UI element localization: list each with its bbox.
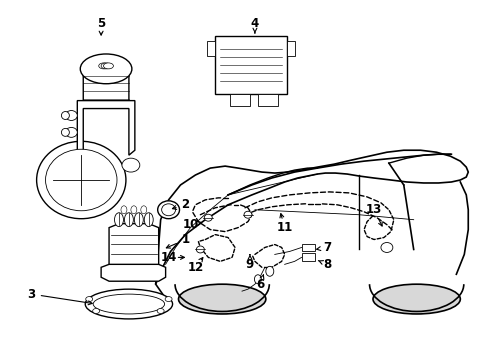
Ellipse shape: [373, 284, 460, 314]
Text: 8: 8: [323, 258, 331, 271]
Text: 14: 14: [160, 251, 177, 264]
Ellipse shape: [86, 297, 93, 302]
Ellipse shape: [157, 309, 164, 314]
Ellipse shape: [115, 213, 123, 227]
Ellipse shape: [103, 63, 113, 69]
Ellipse shape: [65, 127, 77, 137]
Text: 4: 4: [251, 17, 259, 30]
FancyBboxPatch shape: [215, 36, 287, 94]
Text: 12: 12: [187, 261, 203, 274]
FancyBboxPatch shape: [287, 41, 294, 56]
Ellipse shape: [99, 63, 109, 69]
Ellipse shape: [85, 289, 172, 319]
Ellipse shape: [131, 206, 137, 214]
Ellipse shape: [158, 201, 179, 219]
FancyBboxPatch shape: [230, 94, 250, 105]
Text: 13: 13: [366, 203, 382, 216]
Ellipse shape: [204, 214, 212, 221]
Ellipse shape: [254, 275, 261, 284]
Ellipse shape: [65, 111, 77, 121]
Text: 7: 7: [323, 241, 331, 254]
Text: 9: 9: [246, 258, 254, 271]
Ellipse shape: [266, 266, 274, 276]
FancyBboxPatch shape: [207, 41, 215, 56]
Ellipse shape: [141, 206, 147, 214]
Text: 5: 5: [97, 17, 105, 30]
Text: 1: 1: [181, 233, 190, 246]
Ellipse shape: [101, 63, 111, 69]
FancyBboxPatch shape: [301, 253, 316, 261]
Polygon shape: [101, 264, 166, 281]
Ellipse shape: [121, 206, 127, 214]
Ellipse shape: [165, 297, 172, 302]
Polygon shape: [83, 69, 129, 105]
Ellipse shape: [93, 294, 165, 314]
Ellipse shape: [244, 211, 252, 218]
Polygon shape: [156, 150, 468, 284]
Ellipse shape: [162, 204, 175, 216]
Ellipse shape: [80, 54, 132, 84]
FancyBboxPatch shape: [258, 94, 278, 105]
Text: 3: 3: [27, 288, 36, 301]
Polygon shape: [77, 100, 135, 155]
Text: 11: 11: [276, 221, 293, 234]
Ellipse shape: [124, 213, 133, 227]
Ellipse shape: [46, 149, 117, 211]
Text: 10: 10: [182, 218, 198, 231]
Ellipse shape: [122, 158, 140, 172]
Polygon shape: [109, 224, 159, 271]
Ellipse shape: [37, 141, 126, 219]
FancyBboxPatch shape: [301, 243, 316, 251]
Text: 6: 6: [256, 278, 264, 291]
Ellipse shape: [144, 213, 153, 227]
Ellipse shape: [61, 112, 70, 120]
Ellipse shape: [381, 243, 393, 252]
Ellipse shape: [61, 129, 70, 136]
Ellipse shape: [134, 213, 143, 227]
Ellipse shape: [196, 246, 204, 253]
Ellipse shape: [178, 284, 266, 314]
Ellipse shape: [93, 309, 99, 314]
Text: 2: 2: [181, 198, 190, 211]
